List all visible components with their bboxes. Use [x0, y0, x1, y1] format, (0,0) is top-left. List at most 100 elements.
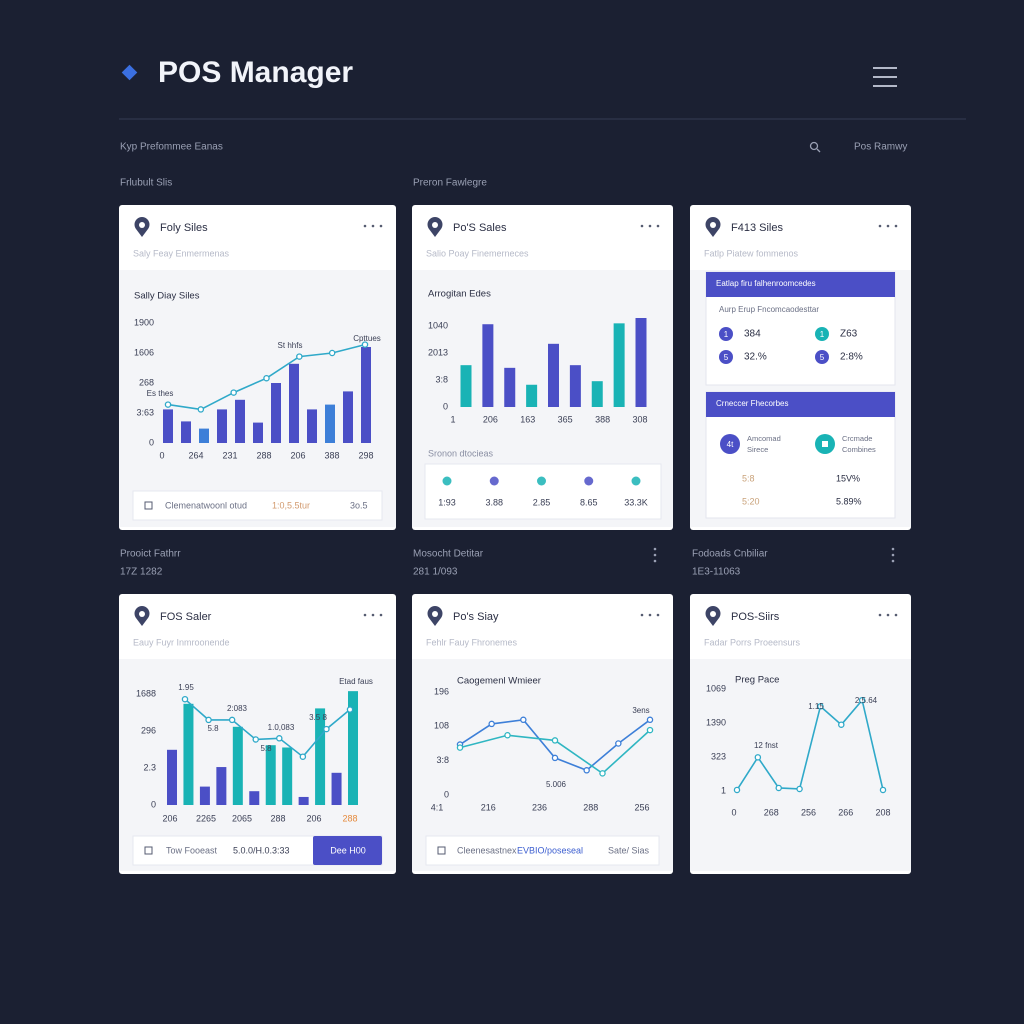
item-value: Z63 — [840, 329, 858, 340]
annotation: 2:083 — [227, 704, 248, 713]
card-menu-dot[interactable] — [640, 224, 644, 228]
stat-value: 8.65 — [580, 497, 598, 507]
y-tick-label: 3:8 — [436, 755, 449, 765]
x-tick-label: 4:1 — [431, 802, 444, 812]
card-menu-dot[interactable] — [878, 613, 882, 617]
card-menu-dot[interactable] — [379, 613, 383, 617]
annotation: Es thes — [147, 389, 174, 398]
y-tick-label: 0 — [443, 401, 448, 411]
bar — [199, 428, 209, 443]
item-value: 384 — [744, 329, 761, 340]
stat-icon — [631, 476, 641, 486]
x-tick-label: 208 — [875, 807, 890, 817]
x-tick-label: 288 — [270, 813, 285, 823]
annotation: 1.15 — [808, 702, 824, 711]
bar — [504, 367, 516, 407]
footer-button[interactable] — [313, 836, 382, 865]
bar — [361, 347, 371, 443]
line-point — [346, 706, 354, 713]
pin-hole — [139, 222, 145, 228]
card-menu-dot[interactable] — [371, 613, 375, 617]
annotation: 3.5 8 — [309, 713, 327, 722]
bar — [235, 399, 245, 443]
badge-label: 5 — [724, 353, 729, 362]
card-menu-dot[interactable] — [894, 613, 898, 617]
x-tick-label: 268 — [764, 807, 779, 817]
bar — [232, 726, 243, 805]
card-menu-dot[interactable] — [656, 224, 660, 228]
stat-value: 2.85 — [533, 497, 551, 507]
header-subtitle: Kyp Prefommee Eanas — [120, 142, 223, 153]
card-menu-dot[interactable] — [886, 613, 890, 617]
x-tick-label: 365 — [558, 414, 573, 424]
badge-icon — [822, 441, 828, 447]
panel-title: Crneccer Fhecorbes — [716, 399, 788, 408]
x-tick-label: 288 — [583, 802, 598, 812]
stat-icon — [584, 476, 594, 486]
annotation: 5.8 — [207, 724, 219, 733]
line-point — [197, 406, 205, 413]
y-tick-label: 3:8 — [435, 374, 448, 384]
card-menu-dot[interactable] — [371, 224, 375, 228]
x-tick-label: 236 — [532, 802, 547, 812]
bar — [548, 343, 559, 407]
x-tick-label: 2265 — [196, 813, 216, 823]
line-point — [733, 786, 741, 794]
card-menu-dot[interactable] — [363, 224, 367, 228]
search-icon[interactable] — [809, 141, 821, 153]
y-tick-label: 1069 — [706, 683, 726, 693]
item-text: Combines — [842, 445, 876, 454]
x-tick-label: 231 — [222, 450, 237, 460]
card-menu-dot[interactable] — [640, 613, 644, 617]
row-label-title: Fodoads Cnbiliar — [692, 549, 768, 560]
x-tick-label: 388 — [324, 450, 339, 460]
menu-button[interactable] — [873, 67, 897, 87]
badge — [720, 434, 740, 454]
pin-hole — [432, 222, 438, 228]
panel-title: Eatlap firu falhenroomcedes — [716, 279, 816, 288]
chart-title: Caogemenl Wmieer — [457, 676, 541, 687]
line-series — [184, 698, 351, 758]
card-menu-dot[interactable] — [886, 224, 890, 228]
line-point — [164, 401, 172, 408]
card-menu-dot[interactable] — [878, 224, 882, 228]
card-menu-dot[interactable] — [894, 224, 898, 228]
search-label[interactable]: Pos Ramwy — [854, 142, 907, 153]
x-tick-label: 216 — [481, 802, 496, 812]
x-tick-label: 308 — [632, 414, 647, 424]
bar — [482, 324, 494, 407]
x-tick-label: 2065 — [232, 813, 252, 823]
bar — [307, 409, 317, 443]
card-menu-dot[interactable] — [648, 613, 652, 617]
footer-icon — [144, 501, 153, 510]
footer-text: 3o.5 — [350, 500, 368, 510]
card-title: F413 Siles — [731, 222, 783, 234]
card-menu-dot[interactable] — [363, 613, 367, 617]
bar — [271, 383, 281, 443]
card-menu-dot[interactable] — [648, 224, 652, 228]
item-text: Crcmade — [842, 434, 872, 443]
bar — [591, 381, 603, 407]
bar — [569, 365, 581, 407]
bar — [163, 409, 173, 443]
section-label: Preron Fawlegre — [413, 178, 487, 189]
app-title: POS Manager — [158, 56, 353, 89]
line-point — [551, 754, 559, 762]
card-body — [119, 270, 396, 527]
footer-text: Tow Fooeast — [166, 845, 218, 855]
annotation: 12 fnst — [754, 741, 779, 750]
y-tick-label: 1040 — [428, 320, 448, 330]
line-point — [615, 740, 622, 747]
panel-header — [706, 272, 895, 297]
more-dot — [891, 553, 895, 557]
line-point — [838, 721, 845, 728]
footer-text: Cleenesastnex — [457, 845, 517, 855]
panel-header — [706, 392, 895, 417]
annotation: Etad faus — [339, 677, 373, 686]
card-menu-dot[interactable] — [379, 224, 383, 228]
card-menu-dot[interactable] — [656, 613, 660, 617]
bar — [526, 384, 538, 407]
bar — [613, 323, 625, 407]
stats-box — [424, 463, 662, 520]
